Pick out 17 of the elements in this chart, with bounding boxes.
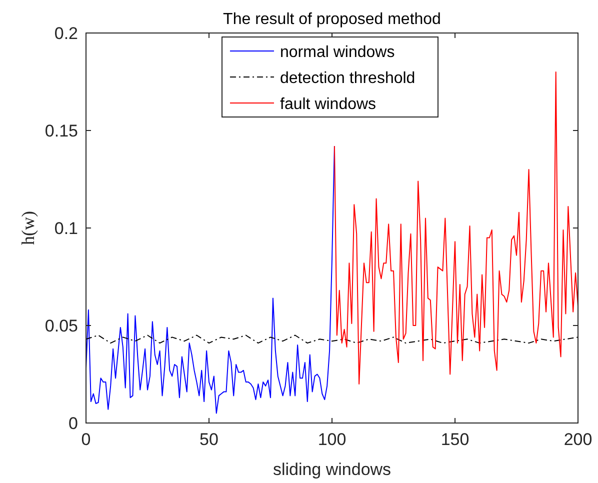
legend-label: detection threshold <box>280 70 416 87</box>
x-tick-label: 200 <box>564 430 592 449</box>
y-tick-label: 0.1 <box>54 219 78 238</box>
legend-label: normal windows <box>280 44 395 61</box>
y-tick-label: 0.05 <box>44 316 78 336</box>
y-tick-label: 0 <box>68 414 78 433</box>
x-tick-label: 150 <box>440 430 470 449</box>
line-series <box>86 334 578 344</box>
y-tick-label: 0.15 <box>44 122 78 140</box>
chart-title: The result of proposed method <box>223 11 441 28</box>
x-tick-label: 0 <box>81 430 91 449</box>
legend-label: fault windows <box>280 96 376 113</box>
y-axis-title: h(w) <box>18 211 38 245</box>
y-tick-label: 0.2 <box>54 24 78 43</box>
x-tick-label: 50 <box>200 430 218 449</box>
x-axis-title: sliding windows <box>272 460 392 479</box>
x-tick-label: 100 <box>318 430 346 449</box>
